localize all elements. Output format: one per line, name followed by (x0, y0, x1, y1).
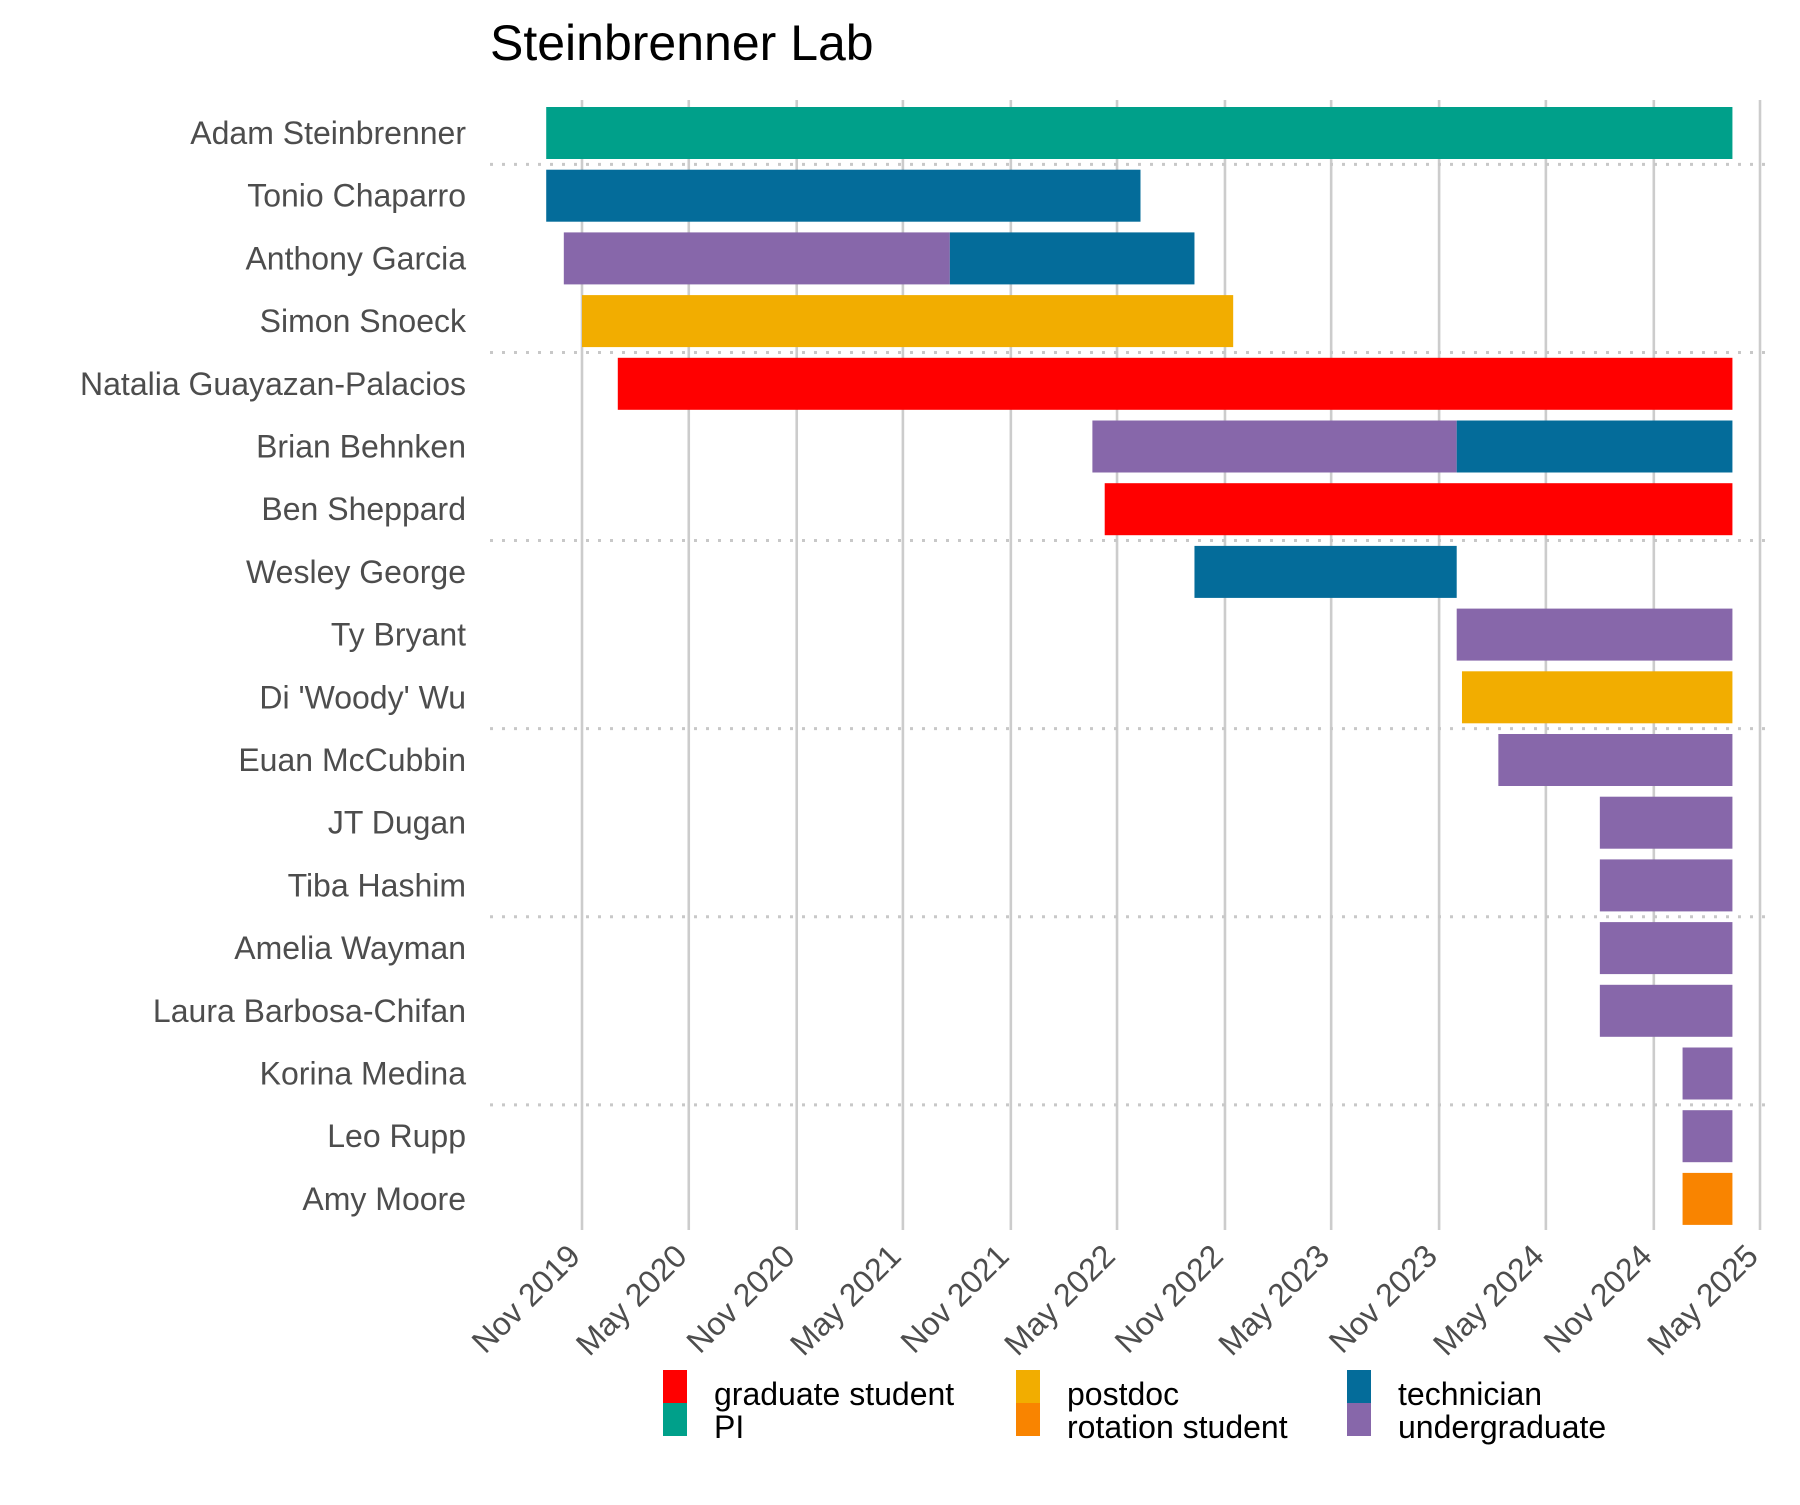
y-label-2: Anthony Garcia (245, 240, 466, 276)
bar-2-0 (563, 232, 950, 285)
y-label-17: Amy Moore (302, 1181, 466, 1217)
bar-17-0 (1682, 1172, 1733, 1225)
bar-6-0 (1104, 483, 1733, 536)
legend-label-PI: PI (714, 1409, 744, 1445)
x-tick-label-9: May 2024 (1426, 1237, 1551, 1362)
bar-12-0 (1599, 859, 1733, 912)
chart-title: Steinbrenner Lab (490, 15, 874, 71)
x-tick-label-6: Nov 2022 (1108, 1237, 1230, 1359)
bar-13-0 (1599, 922, 1733, 975)
y-axis-labels: Adam Steinbrenner Tonio Chaparro Anthony G… (80, 115, 467, 1217)
y-label-6: Ben Sheppard (261, 491, 466, 527)
legend-label-technician: technician (1398, 1376, 1542, 1412)
y-label-0: Adam Steinbrenner (190, 115, 466, 151)
x-tick-label-11: May 2025 (1640, 1237, 1765, 1362)
x-tick-label-8: Nov 2023 (1322, 1237, 1444, 1359)
y-label-13: Amelia Wayman (234, 930, 466, 966)
bar-3-0 (582, 295, 1234, 348)
y-label-9: Di 'Woody' Wu (259, 679, 466, 715)
legend-label-rotation_student: rotation student (1067, 1409, 1288, 1445)
bar-11-0 (1599, 796, 1733, 849)
legend-swatch-graduate_student (663, 1370, 687, 1403)
bar-15-0 (1682, 1047, 1733, 1100)
y-label-12: Tiba Hashim (288, 867, 466, 903)
bars (546, 107, 1733, 1225)
bar-14-0 (1599, 984, 1733, 1037)
legend-swatch-undergraduate (1347, 1403, 1371, 1436)
y-label-1: Tonio Chaparro (247, 178, 466, 214)
x-tick-label-3: May 2021 (783, 1237, 908, 1362)
bar-2-1 (949, 232, 1195, 285)
grid-lines (580, 100, 1762, 1230)
y-label-10: Euan McCubbin (238, 742, 466, 778)
legend-label-graduate_student: graduate student (714, 1376, 954, 1412)
y-label-8: Ty Bryant (331, 617, 466, 653)
x-tick-label-2: Nov 2020 (679, 1237, 801, 1359)
bar-5-1 (1456, 420, 1733, 473)
x-tick-label-0: Nov 2019 (465, 1237, 587, 1359)
legend-label-postdoc: postdoc (1067, 1376, 1179, 1412)
bar-1-0 (546, 169, 1141, 222)
legend-swatch-technician (1347, 1370, 1371, 1403)
x-tick-label-4: Nov 2021 (893, 1237, 1015, 1359)
y-label-4: Natalia Guayazan-Palacios (80, 366, 466, 402)
legend-swatch-postdoc (1016, 1370, 1040, 1403)
bar-8-0 (1456, 608, 1733, 661)
y-label-15: Korina Medina (260, 1056, 467, 1092)
bar-4-0 (617, 357, 1733, 410)
bar-9-0 (1461, 671, 1733, 724)
bar-7-0 (1194, 545, 1457, 598)
x-tick-label-5: May 2022 (997, 1237, 1122, 1362)
bar-0-0 (546, 107, 1733, 159)
bar-16-0 (1682, 1110, 1733, 1163)
y-label-7: Wesley George (246, 554, 466, 590)
y-label-11: JT Dugan (328, 805, 466, 841)
legend-swatch-rotation_student (1016, 1403, 1040, 1436)
x-tick-label-10: Nov 2024 (1536, 1237, 1658, 1359)
y-label-14: Laura Barbosa-Chifan (153, 993, 466, 1029)
x-tick-label-1: May 2020 (569, 1237, 694, 1362)
bar-5-0 (1092, 420, 1457, 473)
y-label-16: Leo Rupp (327, 1118, 466, 1154)
legend-label-undergraduate: undergraduate (1398, 1409, 1606, 1445)
y-label-3: Simon Snoeck (260, 303, 467, 339)
bar-10-0 (1498, 734, 1733, 786)
legend-swatch-PI (663, 1403, 687, 1436)
y-label-5: Brian Behnken (256, 429, 466, 465)
x-tick-label-7: May 2023 (1211, 1237, 1336, 1362)
